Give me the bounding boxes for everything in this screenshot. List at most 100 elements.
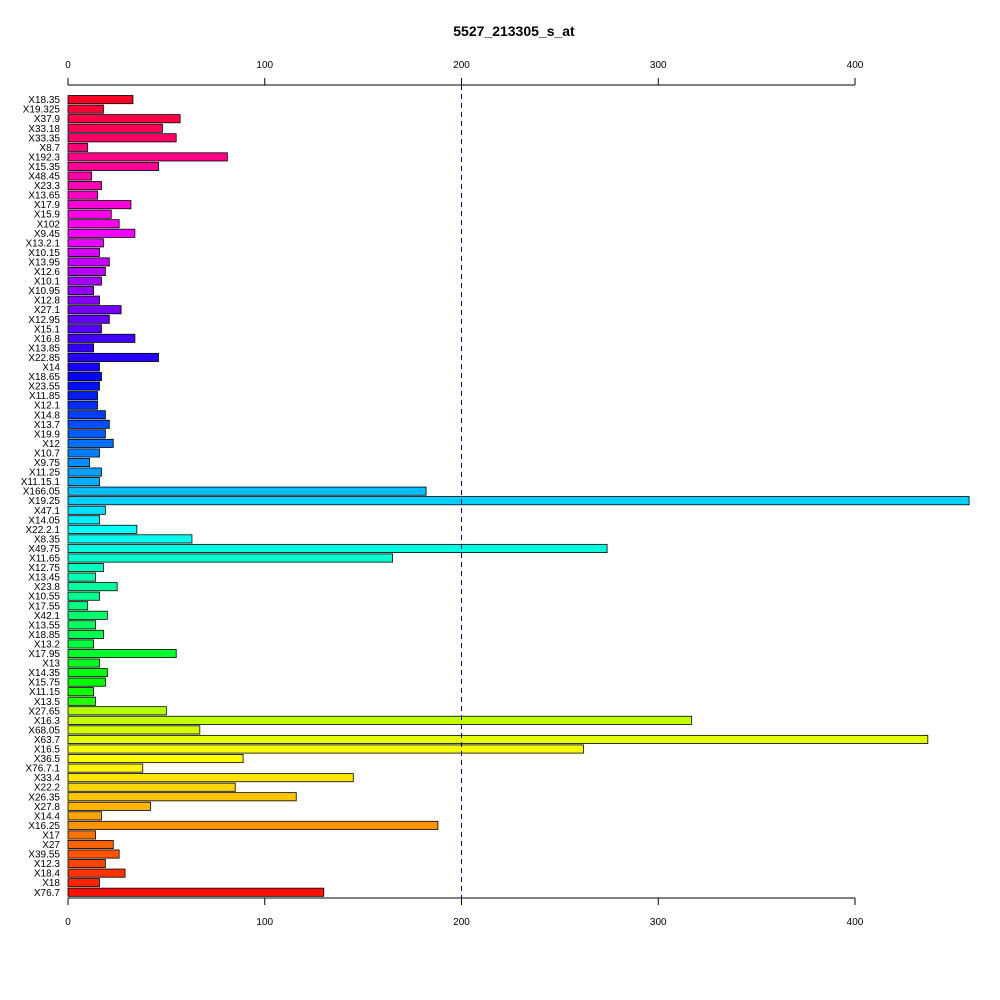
category-label: X13.2.1 [26,238,61,249]
bar [67,171,93,181]
category-label: X27.65 [28,706,60,717]
category-label: X18 [42,878,60,889]
category-label: X33.35 [28,133,60,144]
bar [67,477,100,487]
bar [67,228,136,238]
x-tick-label-top: 100 [256,60,273,71]
bar [67,219,120,229]
bar [67,734,929,744]
x-tick-label-top: 400 [847,60,864,71]
category-label: X12 [42,439,60,450]
category-label: X23.3 [34,181,61,192]
category-label: X102 [37,219,61,230]
bar [67,161,159,171]
bar [67,868,126,878]
chart-title: 5527_213305_s_at [453,23,575,39]
category-label: X19.325 [23,105,61,116]
category-label: X11.25 [29,468,60,479]
bar [67,639,94,649]
category-label: X18.65 [28,372,60,383]
bar [67,181,102,191]
category-label: X49.75 [28,544,60,555]
bar [67,419,110,429]
bar [67,400,98,410]
category-label: X17.9 [34,200,61,211]
bar [67,782,236,792]
category-label: X17.55 [28,601,60,612]
category-label: X11.15 [29,687,60,698]
bar [67,773,354,783]
category-label: X12.6 [34,267,61,278]
category-label: X37.9 [34,114,61,125]
x-axis-bottom: 0 100 200 300 400 [65,897,864,928]
bar [67,744,584,754]
category-label: X16.3 [34,716,61,727]
category-label: X18.4 [34,869,61,880]
category-label: X23.8 [34,582,61,593]
category-label: X12.8 [34,296,61,307]
bar [67,582,118,592]
category-label: X42.1 [34,611,61,622]
category-label: X63.7 [34,735,61,746]
category-label: X18.35 [28,95,60,106]
bar [67,572,96,582]
bar [67,257,110,267]
category-label: X23.55 [28,382,60,393]
category-label: X18.85 [28,630,60,641]
bar [67,620,96,630]
bar [67,295,100,305]
category-label: X166.05 [23,487,61,498]
category-label: X14.4 [34,811,61,822]
bar [67,629,104,639]
bar [67,372,102,382]
bar [67,840,114,850]
bar [67,610,108,620]
bar [67,276,102,286]
category-label: X16.8 [34,334,61,345]
bar [67,505,106,515]
bar [67,563,104,573]
category-label: X10.1 [34,277,61,288]
category-label: X13.65 [28,191,60,202]
x-axis-top: 0 100 200 300 400 [65,60,864,86]
category-label: X27 [42,840,60,851]
category-label: X12.75 [28,563,60,574]
bar [67,649,177,659]
category-label: X15.9 [34,210,61,221]
category-label: X10.7 [34,448,61,459]
category-label: X76.7.1 [26,764,61,775]
bar [67,429,106,439]
category-label: X14.8 [34,410,61,421]
bar [67,286,94,296]
category-label: X11.65 [29,554,60,565]
category-label: X39.55 [28,850,60,861]
bar-group [67,95,970,897]
category-label: X27.1 [34,305,61,316]
bar [67,467,102,477]
bar [67,591,100,601]
bar [67,314,110,324]
category-label: X13.55 [28,620,60,631]
x-tick-label-bottom: 400 [847,917,864,928]
bar [67,324,102,334]
bar [67,878,100,888]
category-label: X12.1 [34,401,61,412]
bar [67,792,297,802]
category-label: X13.7 [34,420,61,431]
bar [67,343,94,353]
category-label: X47.1 [34,506,61,517]
bar [67,133,177,143]
category-label: X13.5 [34,697,61,708]
bar [67,677,106,687]
category-label: X15.35 [28,162,60,173]
bar [67,362,100,372]
category-label: X68.05 [28,725,60,736]
bar [67,486,427,496]
bar [67,190,98,200]
bar [67,305,122,315]
bar [67,152,228,162]
category-label: X14 [42,363,60,374]
bar [67,142,89,152]
x-tick-label-top: 200 [453,60,470,71]
category-label: X16.25 [28,821,60,832]
